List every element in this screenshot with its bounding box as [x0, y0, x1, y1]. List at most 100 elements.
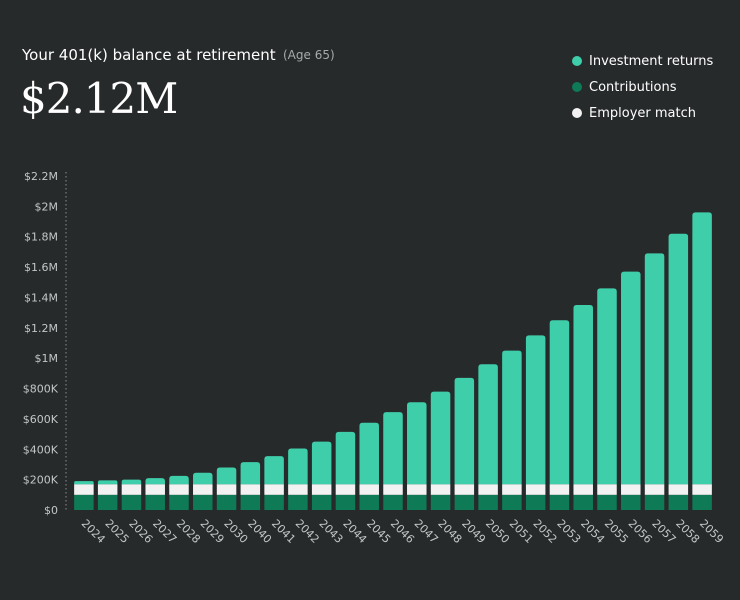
- bar-group-2025[interactable]: [97, 480, 118, 510]
- bar-segment-contributions[interactable]: [216, 494, 237, 510]
- bar-segment-employer-match[interactable]: [549, 484, 570, 495]
- bar-segment-contributions[interactable]: [692, 494, 712, 510]
- bar-segment-employer-match[interactable]: [502, 484, 522, 495]
- bar-segment-employer-match[interactable]: [621, 484, 641, 495]
- bar-group-2028[interactable]: [169, 475, 189, 510]
- bar-segment-employer-match[interactable]: [668, 484, 689, 495]
- bar-segment-investment-returns[interactable]: [644, 253, 665, 485]
- bar-segment-contributions[interactable]: [74, 494, 94, 510]
- bar-segment-investment-returns[interactable]: [311, 441, 332, 485]
- bar-group-2050[interactable]: [478, 364, 498, 510]
- bar-segment-employer-match[interactable]: [525, 484, 546, 495]
- bar-segment-investment-returns[interactable]: [169, 475, 189, 485]
- bar-segment-contributions[interactable]: [97, 494, 118, 510]
- bar-segment-employer-match[interactable]: [169, 484, 189, 495]
- bar-group-2051[interactable]: [502, 350, 522, 510]
- bar-segment-investment-returns[interactable]: [145, 478, 165, 485]
- bar-group-2053[interactable]: [549, 320, 570, 510]
- legend-item-investment-returns[interactable]: Investment returns: [572, 48, 713, 74]
- bar-segment-employer-match[interactable]: [216, 484, 237, 495]
- bar-segment-contributions[interactable]: [359, 494, 379, 510]
- bar-segment-employer-match[interactable]: [121, 484, 142, 495]
- bar-segment-contributions[interactable]: [549, 494, 570, 510]
- bar-segment-employer-match[interactable]: [430, 484, 451, 495]
- bar-segment-contributions[interactable]: [240, 494, 261, 510]
- bar-group-2058[interactable]: [668, 233, 689, 510]
- bar-segment-contributions[interactable]: [311, 494, 332, 510]
- bar-group-2044[interactable]: [335, 431, 356, 510]
- bar-segment-contributions[interactable]: [430, 494, 451, 510]
- bar-segment-contributions[interactable]: [407, 494, 427, 510]
- bar-group-2029[interactable]: [193, 472, 213, 510]
- bar-segment-investment-returns[interactable]: [502, 350, 522, 485]
- bar-segment-investment-returns[interactable]: [216, 467, 237, 485]
- bar-segment-employer-match[interactable]: [597, 484, 617, 495]
- bar-group-2042[interactable]: [288, 448, 308, 510]
- bar-segment-employer-match[interactable]: [264, 484, 284, 495]
- bar-segment-contributions[interactable]: [525, 494, 546, 510]
- bar-segment-contributions[interactable]: [383, 494, 403, 510]
- bar-group-2041[interactable]: [264, 456, 284, 510]
- bar-segment-employer-match[interactable]: [407, 484, 427, 495]
- bar-group-2048[interactable]: [430, 391, 451, 510]
- bar-segment-employer-match[interactable]: [193, 484, 213, 495]
- bar-segment-investment-returns[interactable]: [668, 233, 689, 485]
- bar-segment-investment-returns[interactable]: [621, 271, 641, 485]
- bar-segment-investment-returns[interactable]: [240, 462, 261, 485]
- bar-segment-employer-match[interactable]: [311, 484, 332, 495]
- bar-segment-contributions[interactable]: [597, 494, 617, 510]
- bar-group-2027[interactable]: [145, 478, 165, 510]
- bar-group-2059[interactable]: [692, 212, 712, 510]
- bar-segment-employer-match[interactable]: [454, 484, 475, 495]
- bar-segment-investment-returns[interactable]: [454, 377, 475, 485]
- bar-group-2057[interactable]: [644, 253, 665, 510]
- bar-segment-contributions[interactable]: [121, 494, 142, 510]
- bar-segment-contributions[interactable]: [145, 494, 165, 510]
- bar-group-2049[interactable]: [454, 377, 475, 510]
- bar-segment-investment-returns[interactable]: [383, 412, 403, 485]
- bar-segment-contributions[interactable]: [169, 494, 189, 510]
- bar-segment-investment-returns[interactable]: [525, 335, 546, 485]
- bar-segment-contributions[interactable]: [502, 494, 522, 510]
- bar-segment-contributions[interactable]: [668, 494, 689, 510]
- bar-segment-contributions[interactable]: [621, 494, 641, 510]
- bar-segment-investment-returns[interactable]: [121, 479, 142, 485]
- bar-segment-investment-returns[interactable]: [407, 402, 427, 485]
- bar-group-2045[interactable]: [359, 422, 379, 510]
- bar-segment-employer-match[interactable]: [644, 484, 665, 495]
- bar-segment-investment-returns[interactable]: [597, 288, 617, 485]
- bar-segment-investment-returns[interactable]: [359, 422, 379, 485]
- bar-segment-investment-returns[interactable]: [549, 320, 570, 485]
- bar-segment-investment-returns[interactable]: [97, 480, 118, 485]
- bar-segment-employer-match[interactable]: [359, 484, 379, 495]
- bar-group-2055[interactable]: [597, 288, 617, 510]
- bar-segment-employer-match[interactable]: [692, 484, 712, 495]
- bar-segment-employer-match[interactable]: [383, 484, 403, 495]
- bar-segment-investment-returns[interactable]: [692, 212, 712, 485]
- bar-segment-investment-returns[interactable]: [430, 391, 451, 485]
- bar-segment-contributions[interactable]: [264, 494, 284, 510]
- bar-segment-employer-match[interactable]: [240, 484, 261, 495]
- bar-segment-investment-returns[interactable]: [288, 448, 308, 485]
- bar-group-2043[interactable]: [311, 441, 332, 510]
- bar-segment-investment-returns[interactable]: [573, 305, 593, 485]
- bar-segment-contributions[interactable]: [193, 494, 213, 510]
- bar-group-2040[interactable]: [240, 462, 261, 510]
- bar-segment-investment-returns[interactable]: [74, 481, 94, 485]
- bar-group-2024[interactable]: [74, 481, 94, 510]
- bar-segment-contributions[interactable]: [454, 494, 475, 510]
- bar-segment-employer-match[interactable]: [335, 484, 356, 495]
- bar-group-2026[interactable]: [121, 479, 142, 510]
- bar-segment-contributions[interactable]: [478, 494, 498, 510]
- bar-segment-investment-returns[interactable]: [478, 364, 498, 485]
- bar-segment-employer-match[interactable]: [478, 484, 498, 495]
- bar-segment-investment-returns[interactable]: [193, 472, 213, 485]
- bar-segment-employer-match[interactable]: [74, 484, 94, 495]
- bar-segment-employer-match[interactable]: [97, 484, 118, 495]
- bar-group-2052[interactable]: [525, 335, 546, 510]
- legend-item-contributions[interactable]: Contributions: [572, 74, 713, 100]
- bar-segment-contributions[interactable]: [288, 494, 308, 510]
- bar-segment-investment-returns[interactable]: [335, 431, 356, 485]
- bar-segment-contributions[interactable]: [644, 494, 665, 510]
- bar-segment-contributions[interactable]: [573, 494, 593, 510]
